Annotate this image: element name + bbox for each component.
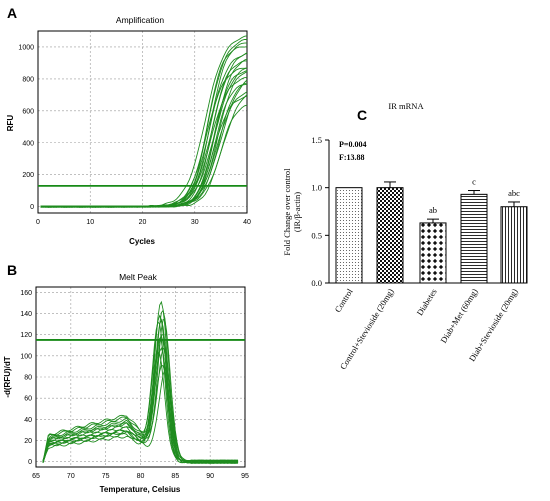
amplification-curve: [40, 39, 247, 208]
amplification-y-tick-label: 0: [30, 204, 34, 211]
ir-mrna-y-tick-label: 0.0: [311, 278, 322, 288]
panel-label-a: A: [7, 5, 17, 21]
melt-peak-x-tick-label: 75: [102, 473, 110, 480]
ir-mrna-significance-label: abc: [508, 188, 520, 198]
amplification-curve: [40, 91, 248, 208]
melt-peak-curve: [42, 364, 239, 464]
melt-peak-x-tick-label: 80: [137, 473, 145, 480]
amplification-x-tick-label: 30: [191, 219, 199, 226]
melt-peak-ticks: 65 70 75 80 85 90 95 0 20 40 60 80 100 120 140 160: [20, 290, 249, 480]
melt-peak-y-tick-label: 0: [28, 459, 32, 466]
ir-mrna-bar: [419, 222, 447, 284]
ir-mrna-bar: [460, 193, 488, 284]
melt-peak-title: Melt Peak: [119, 272, 158, 282]
amplification-curves: [40, 35, 248, 208]
amplification-x-tick-label: 10: [86, 219, 94, 226]
stats-p-value: P=0.004: [339, 140, 366, 149]
melt-peak-y-tick-label: 120: [20, 332, 32, 339]
ir-mrna-y-label: Fold Change over control (IR/β-actin): [282, 168, 302, 256]
ir-mrna-ticks: 0.0 0.5 1.0 1.5: [311, 135, 329, 288]
melt-peak-x-label: Temperature, Celsius: [100, 485, 181, 494]
melt-peak-curve: [42, 368, 239, 464]
melt-peak-y-tick-label: 60: [24, 396, 32, 403]
panel-label-c: C: [357, 107, 367, 123]
ir-mrna-y-label-line: Fold Change over control: [282, 168, 292, 256]
ir-mrna-chart: IR mRNA P=0.004 F:13.88 Fold Change over…: [282, 101, 528, 371]
melt-peak-y-tick-label: 100: [20, 353, 32, 360]
melt-peak-y-label: -d(RFU)/dT: [3, 356, 12, 397]
ir-mrna-y-tick-label: 0.5: [311, 230, 322, 240]
melt-peak-x-tick-label: 85: [171, 473, 179, 480]
melt-peak-curves: [42, 300, 239, 464]
ir-mrna-title: IR mRNA: [388, 101, 424, 111]
melt-peak-x-tick-label: 95: [241, 473, 249, 480]
ir-mrna-bar: [376, 187, 404, 284]
amplification-y-tick-label: 200: [22, 172, 34, 179]
ir-mrna-y-label-line: (IR/β-actin): [292, 192, 302, 232]
melt-peak-chart: Melt Peak 65 70 75 80 85 90 95 0 20 40 60 80 100 120 1…: [3, 272, 249, 494]
stats-f-value: F:13.88: [339, 153, 365, 162]
melt-peak-y-tick-label: 160: [20, 290, 32, 297]
amplification-y-tick-label: 800: [22, 76, 34, 83]
amplification-y-tick-label: 400: [22, 140, 34, 147]
melt-peak-x-tick-label: 90: [206, 473, 214, 480]
amplification-curve: [40, 104, 248, 208]
amplification-x-tick-label: 0: [36, 219, 40, 226]
melt-peak-curve: [42, 347, 239, 464]
ir-mrna-bar: [335, 187, 363, 284]
melt-peak-curve: [42, 347, 239, 464]
melt-peak-x-tick-label: 70: [67, 473, 75, 480]
ir-mrna-bar: [500, 206, 528, 284]
amplification-y-tick-label: 600: [22, 108, 34, 115]
melt-peak-x-tick-label: 65: [32, 473, 40, 480]
ir-mrna-y-tick-label: 1.0: [311, 183, 322, 193]
ir-mrna-significance-label: ab: [429, 205, 437, 215]
ir-mrna-category-label: Diabetes: [414, 287, 438, 318]
melt-peak-plot-frame: [35, 286, 246, 468]
ir-mrna-significance-label: c: [472, 177, 476, 187]
melt-peak-y-tick-label: 140: [20, 311, 32, 318]
amplification-y-tick-label: 1000: [18, 44, 34, 51]
ir-mrna-y-tick-label: 1.5: [311, 135, 322, 145]
amplification-title: Amplification: [116, 15, 164, 25]
panel-label-b: B: [7, 262, 17, 278]
melt-peak-y-tick-label: 20: [24, 438, 32, 445]
amplification-chart: Amplification 0 10 20 30 4002004006008001000…: [6, 15, 251, 246]
ir-mrna-category-label: Control: [332, 286, 355, 314]
amplification-x-tick-label: 20: [139, 219, 147, 226]
melt-peak-y-tick-label: 80: [24, 375, 32, 382]
amplification-y-label: RFU: [6, 115, 15, 132]
amplification-x-tick-label: 40: [243, 219, 251, 226]
melt-peak-y-tick-label: 40: [24, 417, 32, 424]
ir-mrna-category-label: Diab+Met (60mg): [438, 287, 480, 345]
amplification-plot-frame: [37, 30, 248, 214]
amplification-x-label: Cycles: [129, 237, 155, 246]
